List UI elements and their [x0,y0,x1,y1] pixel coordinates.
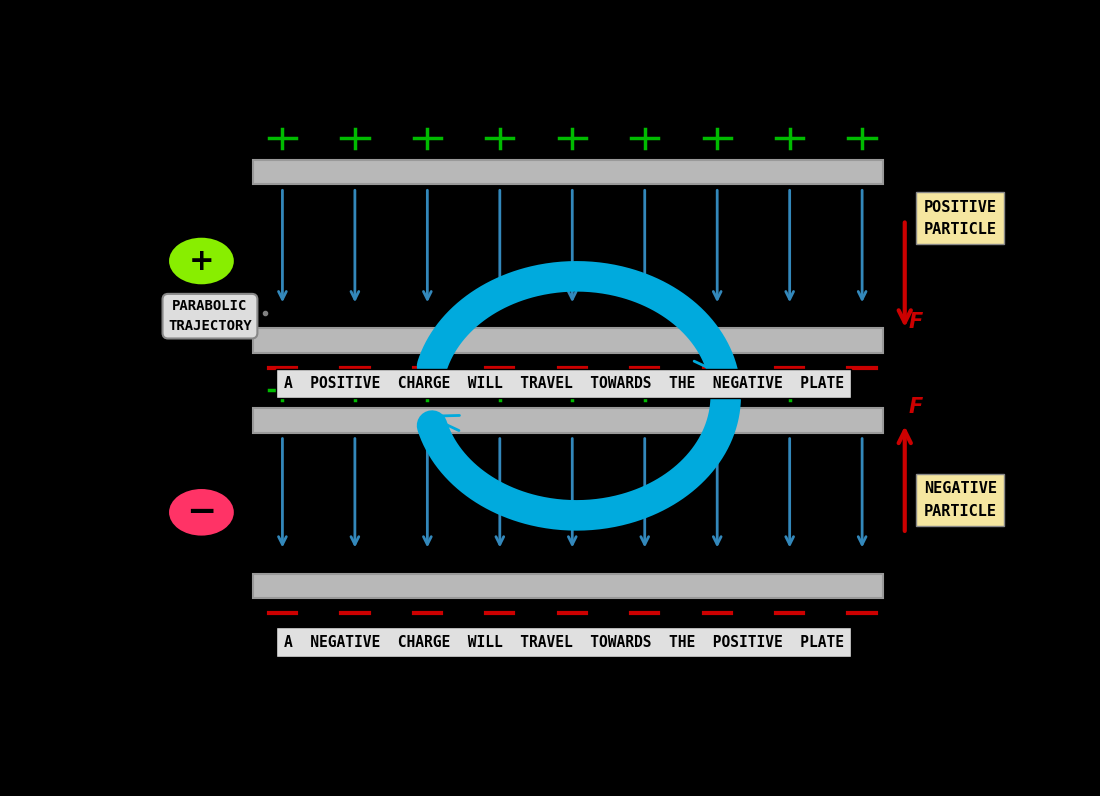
Circle shape [169,238,234,284]
Text: A  NEGATIVE  CHARGE  WILL  TRAVEL  TOWARDS  THE  POSITIVE  PLATE: A NEGATIVE CHARGE WILL TRAVEL TOWARDS TH… [284,634,844,650]
Text: PARABOLIC
TRAJECTORY: PARABOLIC TRAJECTORY [168,299,252,333]
Circle shape [169,489,234,536]
Text: POSITIVE
PARTICLE: POSITIVE PARTICLE [924,200,997,236]
Text: A  POSITIVE  CHARGE  WILL  TRAVEL  TOWARDS  THE  NEGATIVE  PLATE: A POSITIVE CHARGE WILL TRAVEL TOWARDS TH… [284,376,844,391]
Text: F: F [909,397,923,417]
Bar [253,329,883,353]
Bar [253,160,883,353]
Bar [253,408,883,433]
Bar [253,160,883,185]
Text: NEGATIVE
PARTICLE: NEGATIVE PARTICLE [924,482,997,519]
Bar [253,574,883,598]
Text: +: + [188,247,214,275]
Text: F: F [909,311,923,332]
Text: −: − [186,495,217,529]
